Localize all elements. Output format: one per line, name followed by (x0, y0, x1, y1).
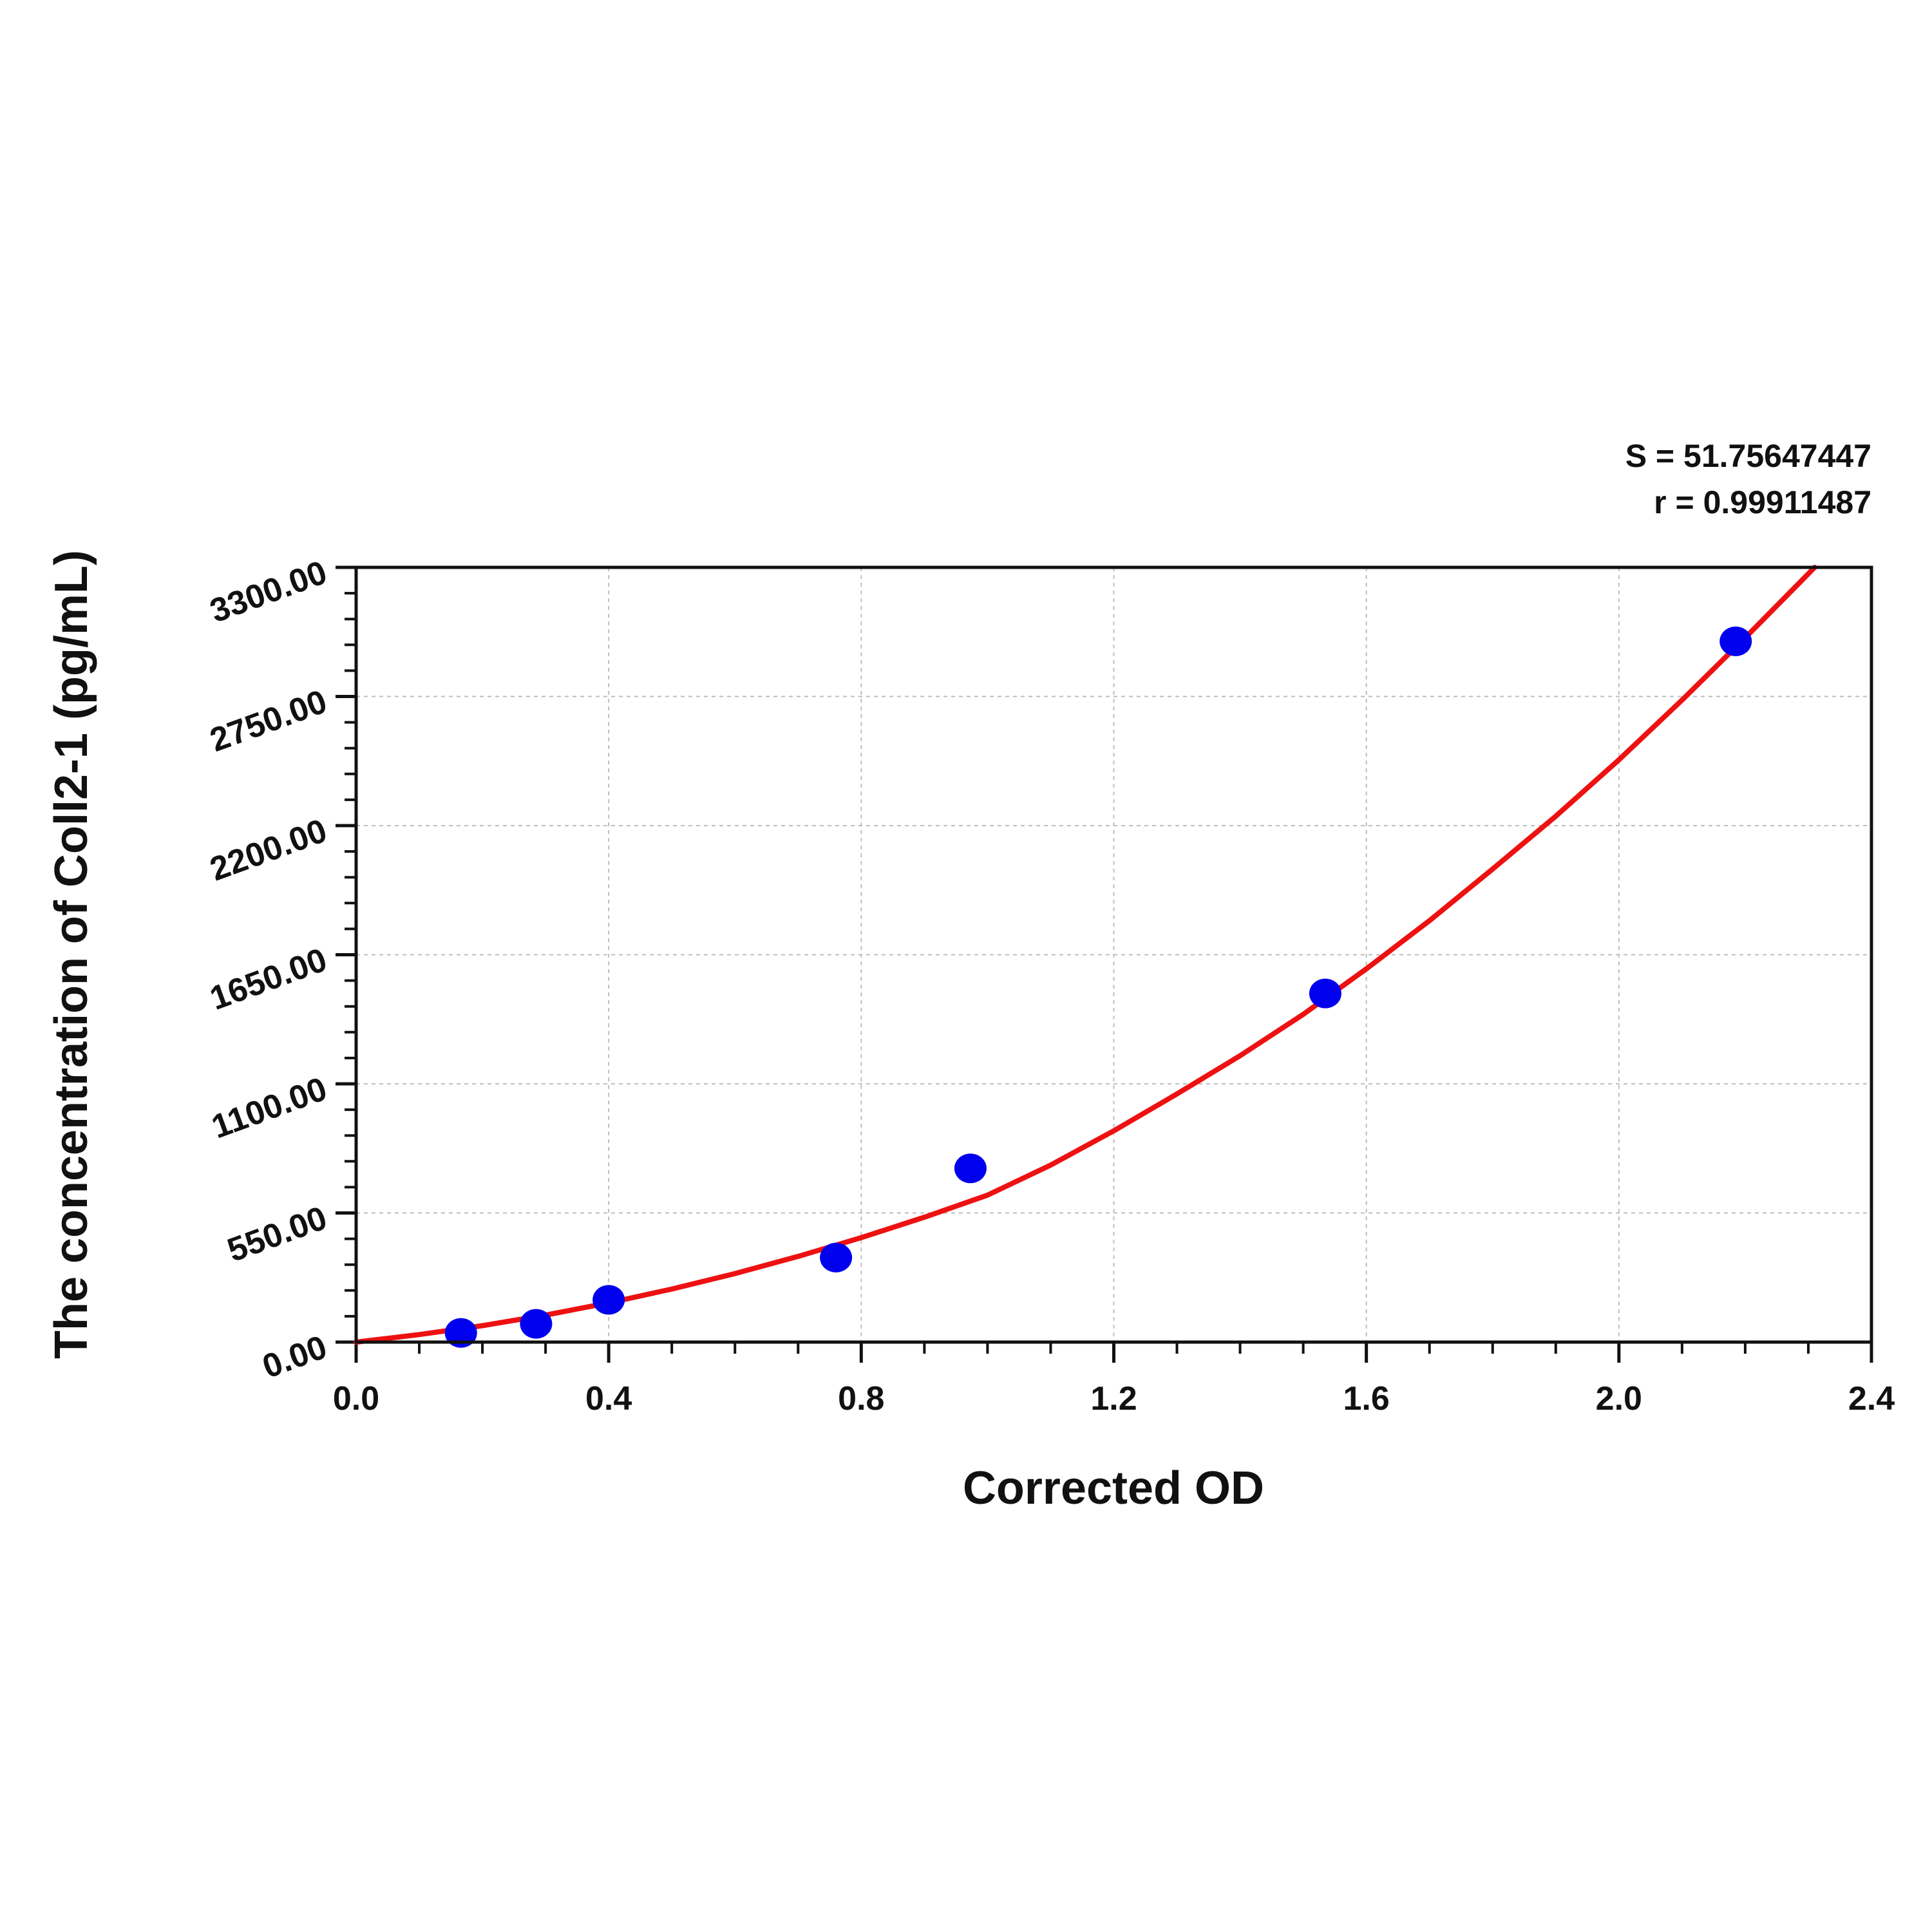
data-point (592, 1285, 625, 1315)
y-axis-title: The concentration of Coll2-1 (pg/mL) (46, 550, 97, 1359)
data-point (1719, 626, 1752, 656)
s-statistic: S = 51.75647447 (1625, 438, 1871, 474)
y-tick-label: 2200.00 (205, 812, 332, 889)
y-tick-label: 3300.00 (205, 554, 332, 630)
y-tick-labels: 0.00 550.00 1100.00 1650.00 2200.00 2750.00 33… (205, 554, 332, 1386)
x-tick-labels: 0.0 0.4 0.8 1.2 1.6 2.0 2.4 (333, 1380, 1895, 1417)
y-tick-label: 1100.00 (207, 1070, 332, 1146)
grid-lines (356, 567, 1871, 1342)
major-ticks (336, 565, 1873, 1363)
x-tick-label: 2.4 (1848, 1380, 1895, 1417)
minor-ticks (345, 592, 1810, 1354)
y-tick-label: 550.00 (223, 1199, 332, 1269)
data-point (1309, 978, 1341, 1009)
r-statistic: r = 0.99911487 (1654, 484, 1871, 520)
x-axis-title: Corrected OD (963, 1463, 1264, 1514)
y-tick-label: 0.00 (258, 1329, 332, 1386)
data-point (954, 1153, 987, 1184)
data-point (820, 1242, 853, 1273)
x-tick-label: 0.4 (585, 1380, 632, 1417)
data-point (444, 1318, 477, 1348)
x-tick-label: 1.6 (1343, 1380, 1390, 1417)
data-point (520, 1309, 553, 1339)
x-tick-label: 0.0 (333, 1380, 379, 1417)
x-tick-label: 0.8 (838, 1380, 884, 1417)
x-tick-label: 1.2 (1090, 1380, 1137, 1417)
y-tick-label: 1650.00 (205, 941, 332, 1018)
y-tick-label: 2750.00 (205, 683, 332, 759)
plot-frame (354, 565, 1873, 1344)
x-tick-label: 2.0 (1596, 1380, 1642, 1417)
data-points-layer (444, 626, 1752, 1348)
